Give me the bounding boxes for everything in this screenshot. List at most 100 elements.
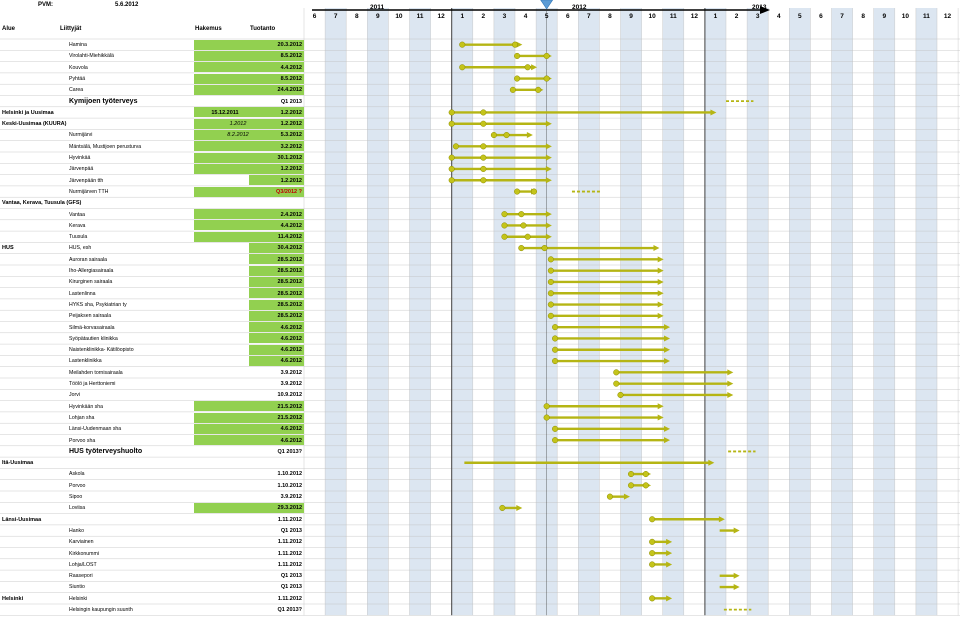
- month-stripe: [325, 8, 347, 616]
- month-stripe: [662, 8, 684, 616]
- timeline-bar-arrow: [733, 584, 740, 591]
- timeline-bar-arrow: [545, 120, 552, 127]
- month-stripe: [873, 8, 895, 616]
- organization-label: Hamina: [69, 42, 87, 48]
- contract-cell: [194, 118, 304, 129]
- timeline-bar-arrow: [545, 211, 552, 218]
- production-date: Q1 2013: [280, 584, 302, 591]
- timeline-bar-arrow: [664, 324, 671, 331]
- production-date: Q1 2013: [280, 573, 302, 580]
- month-label: 1: [460, 13, 465, 20]
- milestone-dot: [547, 301, 554, 308]
- month-label: 12: [690, 13, 698, 20]
- month-label: 6: [819, 13, 823, 20]
- milestone-dot: [547, 312, 554, 319]
- production-date: 21.5.2012: [277, 403, 302, 410]
- region-label: Helsinki: [2, 595, 24, 602]
- pvm-label: PVM:: [38, 2, 53, 8]
- milestone-dot: [490, 132, 497, 139]
- organization-label: Iho-Allergiasairaala: [69, 268, 114, 274]
- contract-cell: [194, 412, 304, 423]
- organization-label: Porvoo: [69, 482, 86, 489]
- month-label: 8: [608, 13, 612, 20]
- year-label: 2011: [370, 4, 385, 11]
- organization-label: Helsingin kaupungin suunth: [69, 607, 133, 613]
- month-label: 8: [861, 13, 865, 20]
- milestone-dot: [552, 324, 559, 331]
- organization-label: Nurmijärven TTH: [69, 188, 109, 195]
- production-date: 3.9.2012: [280, 494, 302, 500]
- contract-cell: [194, 186, 249, 197]
- column-header-liittyjat: Liittyjät: [60, 26, 82, 32]
- contract-cell: [249, 288, 304, 299]
- production-date: 21.5.2012: [277, 414, 302, 421]
- contract-cell: [194, 73, 304, 84]
- month-label: 11: [416, 13, 424, 20]
- organization-label: Nurmijärvi: [69, 132, 93, 139]
- timeline-bar-arrow: [708, 459, 715, 466]
- month-label: 7: [333, 13, 338, 20]
- organization-label: Järvenpään tth: [69, 177, 104, 184]
- milestone-dot: [459, 64, 466, 71]
- milestone-dot: [480, 165, 487, 172]
- contract-cell: [194, 209, 304, 220]
- production-date: Q1 2013?: [277, 448, 302, 455]
- milestone-dot: [543, 75, 550, 82]
- month-label: 11: [923, 13, 930, 20]
- milestone-dot: [448, 120, 455, 127]
- timeline-bar-arrow: [727, 380, 734, 387]
- month-label: 11: [669, 13, 677, 20]
- milestone-dot: [547, 267, 554, 274]
- milestone-dot: [552, 358, 559, 365]
- month-stripe: [747, 8, 769, 616]
- timeline-bar-arrow: [727, 369, 734, 376]
- milestone-dot: [547, 290, 554, 297]
- organization-label: Auroran sairaala: [69, 256, 108, 263]
- production-date: 3.9.2012: [280, 381, 302, 387]
- organization-label: Peijaksen sairaala: [69, 313, 112, 320]
- production-date: 1.11.2012: [277, 550, 302, 557]
- milestone-dot: [514, 75, 521, 82]
- month-label: 8: [354, 13, 359, 20]
- contract-cell: [194, 84, 304, 95]
- organization-label: Carea: [69, 87, 84, 94]
- production-date: 8.5.2012: [280, 75, 302, 82]
- month-stripe: [704, 8, 726, 616]
- contract-cell: [249, 265, 304, 276]
- production-date: 30.4.2012: [277, 245, 302, 252]
- timeline-bar-arrow: [664, 335, 671, 342]
- production-date: Q1 2013: [280, 527, 302, 534]
- milestone-dot: [499, 504, 506, 512]
- month-stripe: [578, 8, 600, 616]
- milestone-dot: [480, 154, 487, 161]
- milestone-dot: [501, 233, 508, 240]
- milestone-dot: [480, 143, 487, 150]
- production-date: 4.6.2012: [280, 437, 302, 444]
- production-date: Q3/2012 ?: [276, 188, 302, 195]
- milestone-dot: [642, 482, 649, 489]
- milestone-dot: [520, 222, 527, 229]
- production-date: 4.6.2012: [280, 358, 302, 365]
- production-date: 28.5.2012: [277, 290, 302, 297]
- organization-label: Töölö ja Herttoniemi: [69, 381, 116, 387]
- month-stripe: [409, 8, 431, 616]
- milestone-dot: [501, 211, 508, 218]
- organization-label: Pyhtää: [69, 75, 86, 82]
- month-stripe: [367, 8, 389, 616]
- timeline-bar-arrow: [666, 550, 673, 557]
- milestone-dot: [514, 188, 521, 195]
- contract-cell: [194, 401, 304, 412]
- organization-label: Siuntio: [69, 584, 85, 591]
- organization-label: Hyvinkää: [69, 155, 91, 161]
- organization-label: Kymijoen työterveys: [69, 97, 138, 105]
- timeline-bar-arrow: [657, 403, 664, 410]
- organization-label: Vantaa: [69, 211, 86, 218]
- month-label: 2: [481, 13, 486, 20]
- timeline-bar-arrow: [545, 222, 552, 229]
- production-date: 3.2.2012: [280, 143, 302, 150]
- milestone-dot: [552, 346, 559, 353]
- production-date: 1.2.2012: [280, 166, 302, 173]
- contract-cell: [194, 141, 304, 152]
- month-label: 10: [648, 13, 656, 20]
